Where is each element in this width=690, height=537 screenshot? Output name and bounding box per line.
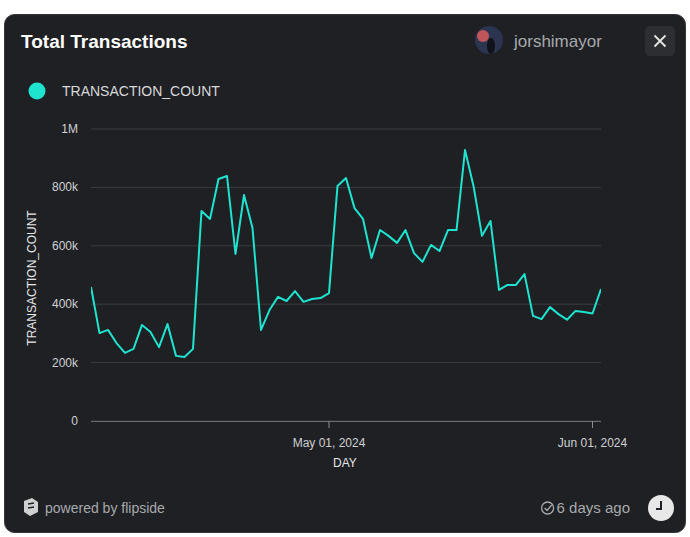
avatar-figure [487, 38, 495, 54]
close-button[interactable] [645, 26, 675, 56]
y-tick-label: 200k [52, 356, 79, 370]
avatar-detail [477, 30, 489, 42]
legend-swatch [29, 83, 46, 100]
refresh-button[interactable] [648, 495, 674, 521]
plot-area [91, 150, 601, 357]
grid-line [91, 245, 601, 246]
x-tick [592, 421, 593, 428]
logo-shape [24, 498, 38, 516]
x-tick [329, 421, 330, 428]
y-axis-title: TRANSACTION_COUNT [25, 210, 39, 346]
close-button-bg[interactable] [645, 26, 675, 56]
card [5, 15, 686, 533]
check-icon [542, 502, 554, 514]
x-tick-label: May 01, 2024 [293, 436, 366, 450]
check-circle [542, 502, 554, 514]
check-mark [545, 505, 552, 511]
logo-detail [28, 503, 34, 508]
footer-updated: 6 days ago [557, 499, 630, 516]
grid-line [91, 304, 601, 305]
y-tick-label: 0 [71, 414, 78, 428]
x-tick-label: Jun 01, 2024 [558, 436, 628, 450]
grid-line [91, 187, 601, 188]
y-tick-label: 600k [52, 239, 79, 253]
x-axis-line [91, 421, 601, 422]
y-tick-label: 1M [61, 122, 78, 136]
x-axis-title: DAY [333, 456, 357, 470]
grid-line [91, 129, 601, 130]
y-tick-label: 400k [52, 297, 79, 311]
grid-line [91, 421, 601, 422]
legend-label: TRANSACTION_COUNT [62, 83, 220, 99]
close-icon[interactable] [655, 36, 666, 47]
flipside-logo [24, 498, 38, 516]
y-tick-label: 800k [52, 180, 79, 194]
refresh-bg[interactable] [648, 495, 674, 521]
title: Total Transactions [21, 31, 187, 52]
series-line [91, 150, 601, 357]
avatar [475, 26, 503, 54]
grid-line [91, 362, 601, 363]
footer-credit: powered by flipside [45, 500, 165, 516]
chart-root: Total Transactions jorshimayor TRANSACTION… [0, 0, 690, 537]
avatar-bg [475, 26, 503, 54]
refresh-icon[interactable] [656, 501, 661, 509]
user-name: jorshimayor [513, 32, 602, 51]
